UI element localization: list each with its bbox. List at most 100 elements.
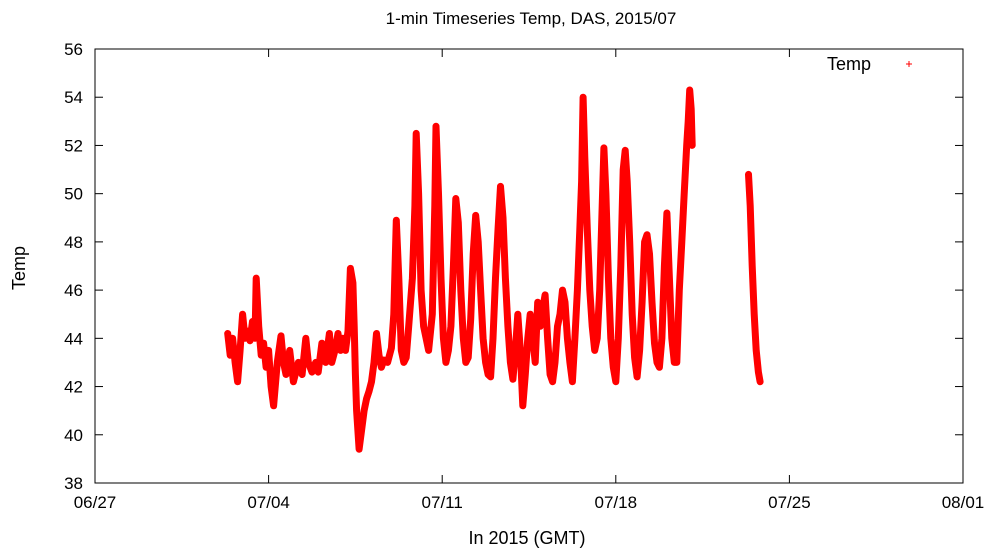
data-point: [490, 335, 497, 342]
y-tick-label: 54: [64, 88, 83, 107]
data-point: [351, 323, 358, 330]
data-point: [755, 369, 762, 376]
x-tick-label: 06/27: [74, 493, 117, 512]
data-point: [487, 373, 494, 380]
x-axis-label: In 2015 (GMT): [468, 528, 585, 548]
data-point: [368, 378, 375, 385]
data-point: [229, 335, 236, 342]
data-point: [299, 371, 306, 378]
data-point: [751, 311, 758, 318]
data-point: [624, 178, 631, 185]
y-tick-label: 50: [64, 185, 83, 204]
data-point: [373, 330, 380, 337]
data-point: [393, 217, 400, 224]
data-point: [239, 311, 246, 318]
data-points: [224, 86, 764, 453]
data-point: [251, 335, 258, 342]
data-point: [244, 328, 251, 335]
data-point: [356, 446, 363, 453]
data-point: [411, 202, 418, 209]
legend-marker-plus: [906, 61, 912, 67]
y-tick-label: 56: [64, 40, 83, 59]
data-point: [420, 323, 427, 330]
data-point: [435, 190, 442, 197]
data-point: [258, 352, 265, 359]
data-point: [480, 335, 487, 342]
data-point: [457, 287, 464, 294]
data-point: [600, 144, 607, 151]
data-point: [649, 299, 656, 306]
data-point: [375, 352, 382, 359]
y-tick-label: 42: [64, 378, 83, 397]
data-point: [442, 359, 449, 366]
data-point: [571, 335, 578, 342]
data-point: [366, 388, 373, 395]
data-point: [502, 275, 509, 282]
data-point: [547, 371, 554, 378]
data-point: [610, 364, 617, 371]
data-point: [549, 378, 556, 385]
data-point: [400, 359, 407, 366]
data-point: [564, 335, 571, 342]
data-point: [653, 359, 660, 366]
data-point: [349, 279, 356, 286]
data-point: [574, 287, 581, 294]
data-point: [475, 238, 482, 245]
data-point: [636, 347, 643, 354]
data-point: [477, 287, 484, 294]
data-point: [403, 354, 410, 361]
data-point: [629, 311, 636, 318]
data-point: [415, 190, 422, 197]
data-point: [263, 364, 270, 371]
data-point: [237, 347, 244, 354]
data-point: [586, 287, 593, 294]
data-point: [418, 287, 425, 294]
data-point: [431, 202, 438, 209]
y-tick-label: 46: [64, 281, 83, 300]
data-point: [260, 340, 267, 347]
data-point: [753, 347, 760, 354]
data-point: [309, 369, 315, 376]
data-point: [280, 359, 287, 366]
data-point: [274, 359, 281, 366]
legend: Temp: [827, 54, 912, 74]
data-point: [656, 364, 663, 371]
data-point: [363, 395, 370, 402]
x-axis: 06/27 07/04 07/11 07/18 07/25 08/01: [74, 49, 985, 512]
data-point: [745, 171, 752, 178]
temp-series-line: [224, 86, 696, 453]
data-point: [328, 359, 335, 366]
data-point: [462, 359, 469, 366]
data-point: [639, 299, 646, 306]
data-point: [253, 275, 260, 282]
data-point: [561, 299, 568, 306]
data-point: [584, 226, 591, 233]
data-point: [617, 263, 624, 269]
data-point: [557, 311, 563, 318]
x-tick-label: 08/01: [942, 493, 985, 512]
y-tick-label: 48: [64, 233, 83, 252]
data-point: [683, 142, 690, 149]
data-point: [347, 265, 354, 272]
data-point: [268, 383, 275, 390]
data-point: [452, 195, 459, 202]
data-point: [249, 318, 256, 325]
y-tick-label: 44: [64, 329, 83, 348]
data-point: [544, 335, 551, 342]
data-point: [644, 231, 651, 238]
data-point: [519, 402, 526, 409]
data-point: [685, 118, 692, 125]
data-point: [678, 238, 685, 245]
data-point: [594, 335, 601, 342]
data-point: [517, 347, 524, 354]
data-point: [405, 323, 412, 330]
data-point: [576, 226, 583, 233]
data-point: [413, 130, 420, 137]
data-point: [315, 369, 322, 376]
data-point: [492, 275, 499, 282]
data-point: [270, 402, 277, 409]
data-point: [482, 359, 489, 366]
data-point: [688, 106, 695, 113]
data-point: [358, 426, 365, 433]
